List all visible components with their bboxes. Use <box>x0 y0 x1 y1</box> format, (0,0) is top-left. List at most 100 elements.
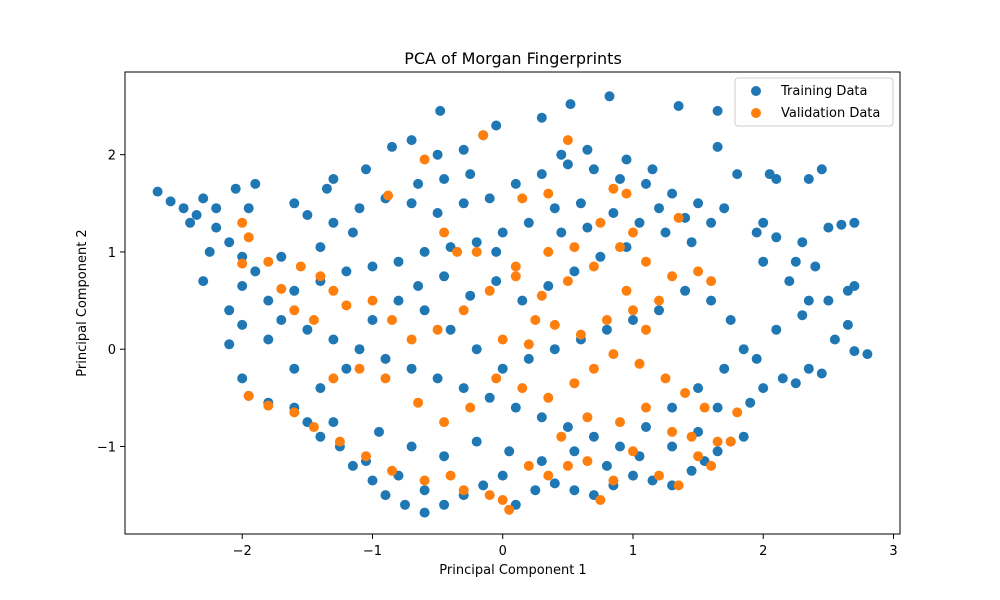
data-point <box>484 285 495 296</box>
data-point <box>400 499 410 510</box>
data-point <box>230 183 241 194</box>
data-point <box>582 222 593 233</box>
y-tick-label: 1 <box>108 246 116 261</box>
data-point <box>419 246 430 257</box>
data-point <box>654 305 664 316</box>
data-point <box>517 383 528 394</box>
data-point <box>465 290 476 301</box>
data-point <box>797 310 808 321</box>
data-point <box>504 504 515 515</box>
data-point <box>641 178 651 189</box>
data-point <box>237 217 248 228</box>
data-point <box>719 203 730 214</box>
data-point <box>347 460 358 471</box>
data-point <box>582 144 593 155</box>
data-point <box>289 305 300 316</box>
data-point <box>289 407 300 418</box>
data-point <box>523 339 534 350</box>
data-point <box>243 203 254 214</box>
data-point <box>628 227 638 238</box>
data-point <box>725 315 736 325</box>
data-point <box>569 485 580 496</box>
y-axis-ticks: −1 0 1 2 <box>97 149 125 455</box>
data-point <box>849 346 860 357</box>
x-tick-label: −2 <box>233 544 252 559</box>
data-point <box>439 271 450 282</box>
data-point <box>295 261 306 272</box>
data-point <box>673 480 684 491</box>
data-point <box>823 222 834 233</box>
data-point <box>465 402 476 413</box>
data-point <box>706 460 717 471</box>
data-point <box>185 217 196 228</box>
data-point <box>725 436 736 447</box>
data-point <box>276 315 287 325</box>
data-point <box>204 246 215 257</box>
data-point <box>510 261 521 272</box>
data-point <box>432 208 443 218</box>
data-point <box>849 281 860 291</box>
data-point <box>829 334 840 345</box>
y-tick-label: −1 <box>97 440 116 455</box>
data-point <box>367 261 378 272</box>
points-layer <box>152 91 873 518</box>
data-point <box>419 507 430 518</box>
data-point <box>693 451 704 462</box>
data-point <box>458 198 469 209</box>
data-point <box>250 266 261 277</box>
data-point <box>445 470 456 481</box>
data-point <box>302 210 313 220</box>
y-tick-label: 2 <box>108 149 116 164</box>
data-point <box>198 276 209 287</box>
x-tick-label: 1 <box>629 544 637 559</box>
legend-marker-training <box>751 86 761 96</box>
data-point <box>706 276 717 287</box>
data-point <box>556 227 567 238</box>
data-point <box>458 383 469 394</box>
data-point <box>562 276 573 287</box>
data-point <box>452 246 463 257</box>
data-point <box>556 149 567 160</box>
data-point <box>680 285 691 296</box>
data-point <box>178 203 189 214</box>
data-point <box>641 422 651 432</box>
data-point <box>562 135 573 146</box>
data-point <box>445 324 456 335</box>
data-point <box>393 256 404 267</box>
data-point <box>321 183 332 194</box>
data-point <box>693 198 704 209</box>
data-point <box>419 475 430 486</box>
data-point <box>621 154 632 165</box>
data-point <box>237 281 248 291</box>
data-point <box>823 295 834 306</box>
data-point <box>497 470 508 481</box>
data-point <box>328 334 339 345</box>
data-point <box>777 373 788 384</box>
data-point <box>732 407 743 418</box>
data-point <box>758 383 769 394</box>
legend-label-training: Training Data <box>780 84 867 99</box>
data-point <box>237 319 248 330</box>
data-point <box>276 251 287 262</box>
data-point <box>790 378 801 389</box>
data-point <box>413 397 424 408</box>
data-point <box>419 485 430 496</box>
data-point <box>569 266 580 277</box>
data-point <box>341 363 352 374</box>
data-point <box>361 164 371 175</box>
data-point <box>315 242 326 253</box>
data-point <box>621 188 632 199</box>
data-point <box>328 373 339 384</box>
data-point <box>549 203 560 214</box>
data-point <box>484 392 495 403</box>
data-point <box>771 232 782 243</box>
data-point <box>758 256 769 267</box>
data-point <box>621 285 632 296</box>
data-point <box>738 431 749 442</box>
data-point <box>289 363 300 374</box>
data-point <box>673 101 684 111</box>
data-point <box>478 480 489 491</box>
data-point <box>712 402 723 413</box>
data-point <box>608 349 619 360</box>
data-point <box>439 417 450 428</box>
